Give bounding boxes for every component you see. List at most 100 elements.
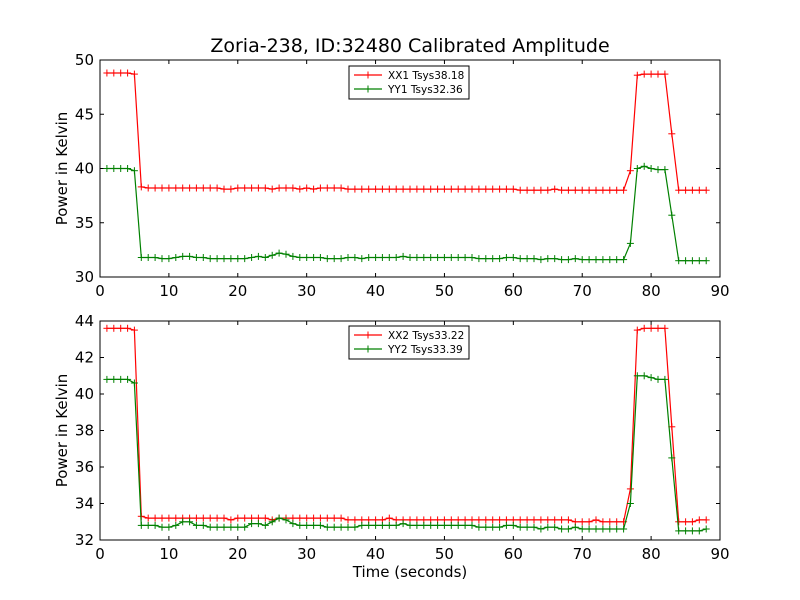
data-point: [599, 186, 607, 194]
data-point: [447, 254, 455, 261]
data-point: [496, 516, 504, 524]
data-point: [578, 256, 586, 264]
data-point: [323, 523, 331, 531]
data-point: [261, 184, 269, 192]
data-point: [682, 186, 690, 194]
data-point: [675, 186, 683, 194]
x-tick-label: 20: [228, 545, 247, 563]
data-point: [117, 165, 125, 172]
data-point: [606, 525, 614, 533]
data-point: [310, 521, 318, 529]
data-point: [496, 255, 504, 263]
data-point: [103, 69, 111, 77]
y-tick-label: 38: [75, 422, 94, 440]
data-point: [144, 254, 152, 261]
data-point: [537, 186, 545, 194]
data-point: [330, 255, 338, 263]
data-point: [206, 184, 214, 192]
data-point: [199, 254, 207, 261]
data-point: [530, 516, 538, 524]
data-point: [282, 250, 290, 258]
data-point: [351, 254, 359, 261]
legend: XX2 Tsys33.22 YY2 Tsys33.39: [348, 325, 470, 360]
data-point: [544, 255, 552, 263]
data-point: [530, 523, 538, 531]
data-point: [378, 254, 386, 261]
plot-frame: [99, 320, 721, 541]
data-point: [551, 185, 559, 193]
data-point: [365, 185, 373, 193]
data-point: [606, 186, 614, 194]
data-point: [516, 516, 524, 524]
data-point: [351, 516, 359, 524]
data-point: [254, 252, 262, 260]
data-point: [344, 523, 352, 531]
data-point: [192, 184, 200, 192]
data-point: [427, 185, 435, 193]
data-point: [626, 485, 634, 493]
data-point: [130, 167, 138, 175]
data-point: [310, 514, 318, 522]
data-point: [337, 523, 345, 531]
data-point: [151, 514, 159, 522]
data-point: [227, 185, 235, 193]
data-point: [427, 521, 435, 529]
legend: XX1 Tsys38.18 YY1 Tsys32.36: [348, 65, 470, 100]
data-point: [275, 249, 283, 257]
data-point: [413, 185, 421, 193]
data-point: [316, 184, 324, 192]
data-point: [351, 523, 359, 531]
data-point: [489, 516, 497, 524]
data-point: [647, 324, 655, 332]
x-tick-label: 10: [159, 282, 178, 300]
top-plot-panel: Zoria-238, ID:32480 Calibrated Amplitude…: [53, 35, 730, 300]
y-axis-label: Power in Kelvin: [53, 112, 71, 226]
data-point: [158, 184, 166, 192]
data-point: [454, 254, 462, 261]
legend-label: YY1 Tsys32.36: [387, 84, 463, 96]
data-point: [695, 527, 703, 535]
data-point: [268, 185, 276, 193]
data-point: [482, 523, 490, 531]
data-point: [509, 521, 517, 529]
data-point: [337, 184, 345, 192]
data-point: [213, 255, 221, 263]
data-point: [199, 521, 207, 529]
data-point: [537, 525, 545, 533]
data-point: [206, 523, 214, 531]
data-point: [523, 186, 531, 194]
data-point: [358, 521, 366, 529]
data-point: [241, 523, 249, 531]
data-point: [654, 70, 662, 78]
data-point: [323, 184, 331, 192]
data-point: [661, 70, 669, 78]
data-point: [144, 514, 152, 522]
data-point: [110, 324, 118, 332]
data-point: [103, 165, 111, 172]
data-point: [668, 454, 676, 462]
x-tick-label: 40: [366, 282, 385, 300]
data-point: [564, 256, 572, 264]
data-point: [413, 254, 421, 261]
x-tick-label: 50: [435, 282, 454, 300]
data-point: [482, 255, 490, 263]
data-point: [144, 184, 152, 192]
data-point: [585, 525, 593, 533]
data-point: [124, 324, 132, 332]
data-point: [461, 254, 469, 261]
data-point: [227, 255, 235, 263]
data-point: [385, 521, 393, 529]
data-point: [186, 184, 194, 192]
data-point: [117, 69, 125, 77]
data-point: [585, 518, 593, 526]
data-point: [564, 525, 572, 533]
data-point: [434, 185, 442, 193]
data-point: [151, 254, 159, 261]
legend-label: XX1 Tsys38.18: [388, 70, 464, 82]
data-point: [606, 518, 614, 526]
x-tick-label: 30: [297, 545, 316, 563]
data-point: [151, 184, 159, 192]
data-point: [330, 523, 338, 531]
